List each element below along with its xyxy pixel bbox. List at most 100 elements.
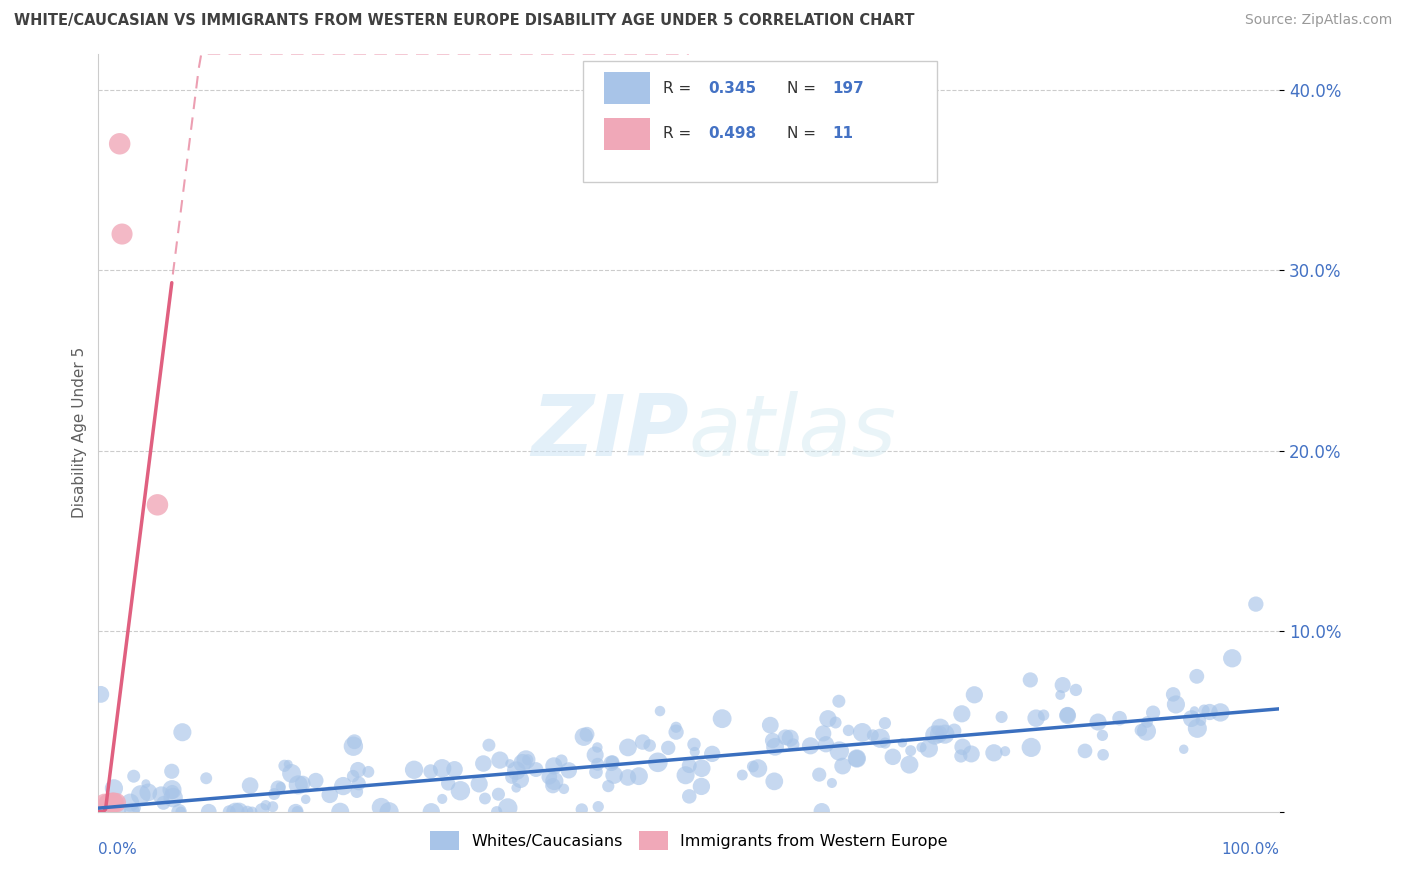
Point	[146, 498, 169, 512]
Point	[950, 706, 973, 721]
Point	[437, 776, 460, 790]
Point	[332, 779, 354, 793]
Point	[1025, 711, 1047, 725]
Point	[963, 688, 986, 702]
Point	[419, 764, 441, 779]
Text: 197: 197	[832, 81, 863, 96]
Point	[541, 779, 564, 793]
Point	[928, 727, 950, 741]
Point	[1074, 744, 1097, 758]
Point	[516, 753, 538, 767]
Point	[169, 805, 191, 819]
Point	[162, 785, 184, 799]
Point	[263, 787, 285, 801]
Point	[236, 805, 259, 819]
Point	[617, 771, 640, 785]
Point	[98, 796, 121, 810]
Point	[600, 756, 623, 771]
Point	[135, 777, 157, 791]
Point	[1032, 708, 1054, 723]
Point	[845, 751, 868, 765]
Text: 11: 11	[832, 127, 853, 142]
Point	[1056, 708, 1078, 723]
Point	[443, 762, 465, 776]
Point	[949, 749, 972, 764]
Point	[430, 761, 453, 775]
Point	[990, 710, 1012, 724]
Point	[489, 753, 512, 767]
Text: 100.0%: 100.0%	[1222, 842, 1279, 857]
Point	[515, 753, 537, 767]
Point	[160, 782, 183, 797]
Text: N =: N =	[787, 127, 821, 142]
Point	[90, 687, 112, 701]
Point	[683, 738, 706, 752]
Point	[1161, 687, 1184, 701]
Point	[934, 727, 956, 741]
Text: N =: N =	[787, 81, 821, 96]
Point	[101, 796, 124, 810]
Point	[675, 768, 697, 782]
Point	[496, 801, 519, 815]
Point	[1142, 706, 1164, 720]
Point	[91, 805, 114, 819]
Point	[543, 774, 565, 789]
Point	[267, 780, 290, 795]
Point	[1184, 704, 1206, 718]
Point	[329, 805, 352, 819]
Point	[586, 757, 609, 772]
Point	[821, 776, 844, 790]
Text: WHITE/CAUCASIAN VS IMMIGRANTS FROM WESTERN EUROPE DISABILITY AGE UNDER 5 CORRELA: WHITE/CAUCASIAN VS IMMIGRANTS FROM WESTE…	[14, 13, 914, 29]
Point	[598, 779, 620, 793]
Point	[747, 761, 769, 775]
Point	[586, 799, 609, 814]
Point	[1189, 714, 1212, 728]
Point	[342, 769, 364, 783]
Point	[831, 759, 853, 773]
Point	[828, 744, 851, 758]
Legend: Whites/Caucasians, Immigrants from Western Europe: Whites/Caucasians, Immigrants from Weste…	[423, 824, 955, 857]
Point	[1087, 714, 1109, 729]
Point	[240, 805, 263, 819]
Point	[862, 728, 884, 742]
Point	[499, 756, 522, 771]
Point	[711, 712, 734, 726]
Point	[690, 780, 713, 794]
Point	[239, 779, 262, 793]
Point	[775, 731, 797, 745]
Point	[172, 725, 194, 739]
Text: 0.345: 0.345	[707, 81, 756, 96]
Point	[218, 805, 240, 819]
Point	[1092, 747, 1115, 762]
Text: R =: R =	[664, 81, 696, 96]
Point	[762, 733, 785, 747]
Point	[1108, 711, 1130, 725]
Text: 0.498: 0.498	[707, 127, 756, 142]
Point	[96, 796, 118, 810]
Point	[1244, 597, 1267, 611]
Point	[572, 730, 595, 744]
Point	[943, 723, 966, 738]
Point	[638, 739, 661, 753]
Point	[553, 781, 575, 796]
Point	[576, 727, 599, 741]
Point	[1198, 705, 1220, 719]
Point	[93, 796, 115, 810]
Point	[262, 799, 284, 814]
FancyBboxPatch shape	[605, 72, 650, 104]
Point	[702, 747, 724, 761]
Point	[603, 768, 626, 782]
Point	[543, 759, 565, 773]
Point	[763, 774, 786, 789]
Point	[378, 805, 401, 819]
Point	[524, 763, 547, 777]
Point	[1019, 673, 1042, 687]
Point	[501, 770, 523, 784]
Point	[763, 739, 786, 754]
Point	[167, 805, 190, 819]
Point	[250, 803, 273, 817]
Point	[1136, 714, 1159, 729]
Point	[488, 787, 510, 801]
Point	[284, 805, 307, 819]
Point	[994, 744, 1017, 758]
